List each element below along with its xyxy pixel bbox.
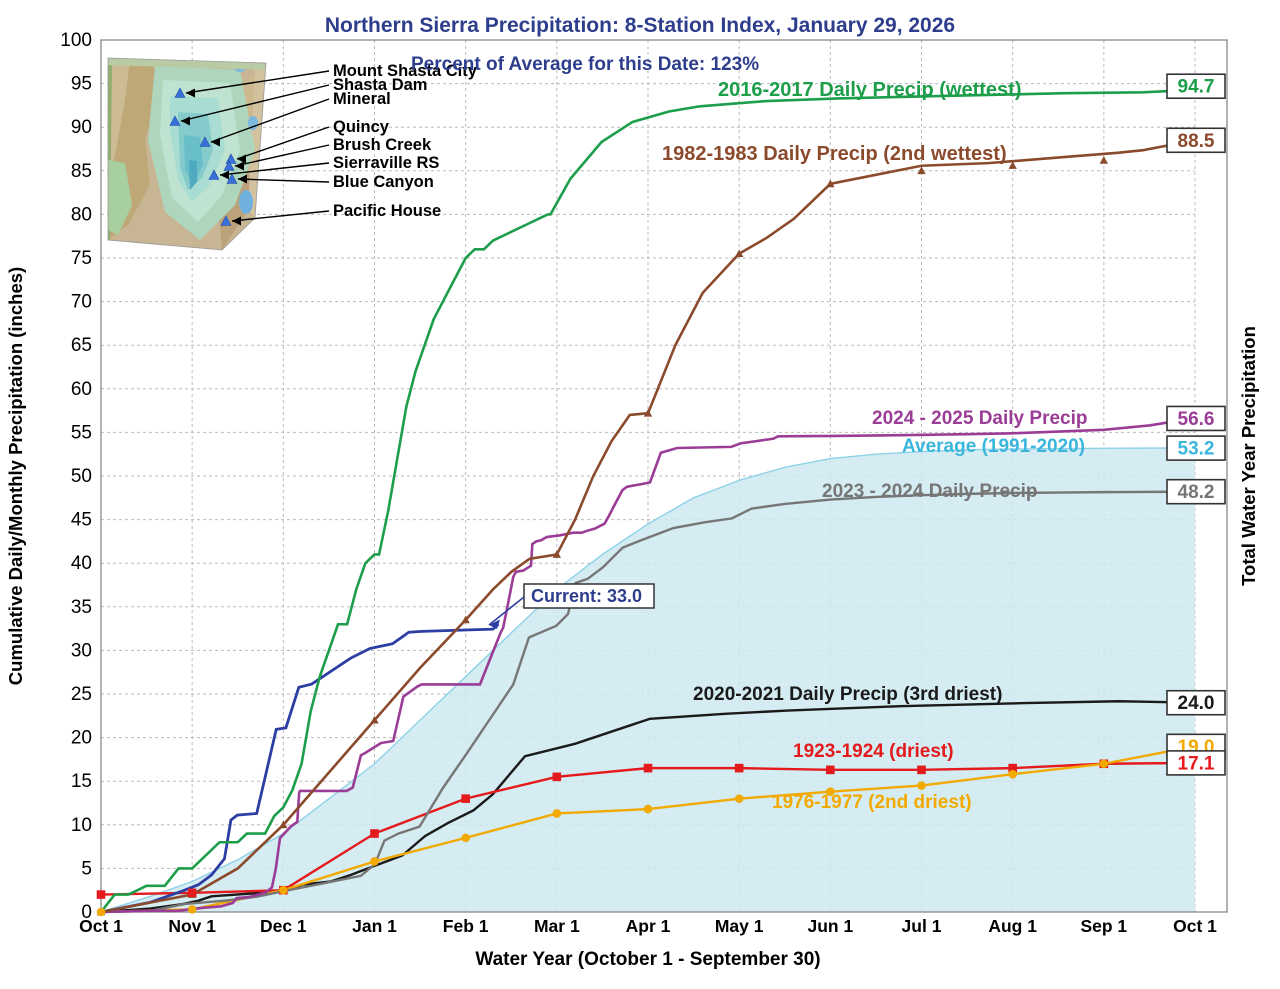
svg-text:Percent of Average for this Da: Percent of Average for this Date: 123%	[411, 54, 759, 75]
svg-text:May 1: May 1	[715, 916, 764, 936]
svg-text:30: 30	[71, 640, 92, 661]
svg-text:24.0: 24.0	[1178, 693, 1215, 714]
svg-text:95: 95	[71, 74, 92, 95]
svg-text:1976-1977 (2nd driest): 1976-1977 (2nd driest)	[772, 792, 972, 813]
svg-text:Average (1991-2020): Average (1991-2020)	[902, 436, 1085, 457]
svg-text:1923-1924 (driest): 1923-1924 (driest)	[793, 741, 954, 762]
svg-text:Brush Creek: Brush Creek	[333, 136, 432, 154]
svg-text:60: 60	[71, 379, 92, 400]
svg-text:Jun 1: Jun 1	[807, 916, 853, 936]
svg-text:15: 15	[71, 771, 92, 792]
svg-text:Mar 1: Mar 1	[534, 916, 580, 936]
svg-text:94.7: 94.7	[1178, 77, 1215, 98]
svg-text:Sierraville RS: Sierraville RS	[333, 154, 439, 172]
svg-text:Oct 1: Oct 1	[1173, 916, 1217, 936]
svg-text:10: 10	[71, 815, 92, 836]
svg-text:Nov 1: Nov 1	[168, 916, 216, 936]
svg-text:Quincy: Quincy	[333, 118, 390, 136]
svg-text:20: 20	[71, 728, 92, 749]
svg-text:Mineral: Mineral	[333, 90, 391, 108]
svg-text:56.6: 56.6	[1178, 409, 1215, 430]
svg-text:2016-2017 Daily Precip (wettes: 2016-2017 Daily Precip (wettest)	[718, 79, 1022, 101]
svg-text:Sep 1: Sep 1	[1080, 916, 1127, 936]
svg-text:Water Year (October 1 - Septem: Water Year (October 1 - September 30)	[475, 949, 820, 970]
svg-text:Total Water Year Precipitation: Total Water Year Precipitation	[1238, 326, 1259, 586]
svg-text:Feb 1: Feb 1	[443, 916, 489, 936]
svg-text:80: 80	[71, 204, 92, 225]
svg-text:2020-2021 Daily Precip (3rd dr: 2020-2021 Daily Precip (3rd driest)	[693, 684, 1002, 705]
svg-text:Dec 1: Dec 1	[260, 916, 307, 936]
svg-text:70: 70	[71, 292, 92, 313]
svg-text:53.2: 53.2	[1178, 439, 1215, 460]
svg-text:Apr 1: Apr 1	[626, 916, 671, 936]
svg-text:88.5: 88.5	[1178, 131, 1215, 152]
svg-text:Jul 1: Jul 1	[902, 916, 942, 936]
svg-text:5: 5	[81, 858, 92, 879]
svg-text:Aug 1: Aug 1	[988, 916, 1037, 936]
svg-text:50: 50	[71, 466, 92, 487]
svg-text:Blue Canyon: Blue Canyon	[333, 173, 434, 191]
svg-text:17.1: 17.1	[1178, 753, 1215, 774]
svg-text:48.2: 48.2	[1178, 482, 1215, 503]
svg-text:65: 65	[71, 335, 92, 356]
svg-text:2024 - 2025 Daily Precip: 2024 - 2025 Daily Precip	[872, 408, 1087, 429]
svg-text:Jan 1: Jan 1	[352, 916, 397, 936]
svg-text:85: 85	[71, 161, 92, 182]
svg-text:Current: 33.0: Current: 33.0	[531, 586, 642, 606]
svg-text:75: 75	[71, 248, 92, 269]
svg-text:40: 40	[71, 553, 92, 574]
svg-text:35: 35	[71, 597, 92, 618]
svg-text:Oct 1: Oct 1	[79, 916, 123, 936]
svg-text:90: 90	[71, 117, 92, 138]
svg-text:2023 - 2024 Daily Precip: 2023 - 2024 Daily Precip	[822, 481, 1037, 502]
svg-text:45: 45	[71, 510, 92, 531]
svg-text:55: 55	[71, 422, 92, 443]
svg-text:Cumulative Daily/Monthly Preci: Cumulative Daily/Monthly Precipitation (…	[5, 267, 26, 685]
svg-text:25: 25	[71, 684, 92, 705]
svg-text:1982-1983 Daily Precip (2nd we: 1982-1983 Daily Precip (2nd wettest)	[662, 143, 1007, 165]
svg-text:Pacific House: Pacific House	[333, 202, 441, 220]
